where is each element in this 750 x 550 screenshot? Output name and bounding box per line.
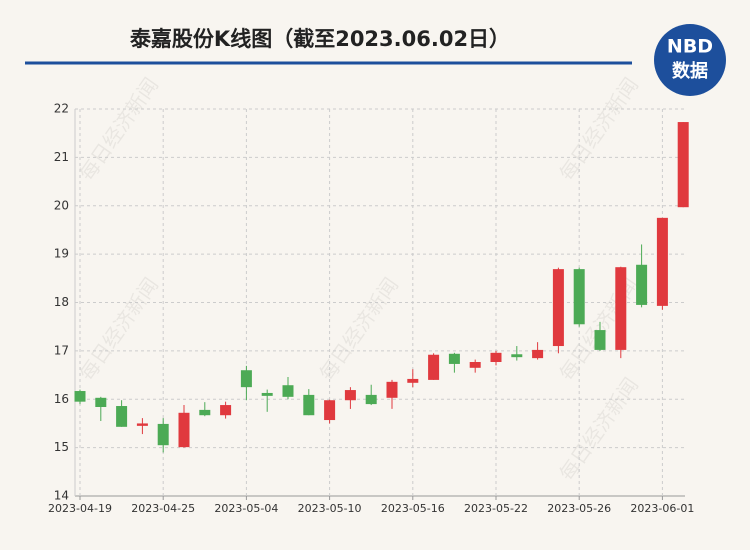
candle-body (199, 409, 211, 416)
candle-body (532, 349, 544, 359)
y-tick-label: 20 (54, 198, 69, 212)
logo-bottom: 数据 (672, 60, 708, 82)
candle-body (573, 269, 585, 325)
logo-top: NBD (667, 36, 713, 58)
candle-body (74, 391, 86, 402)
y-tick-label: 19 (54, 247, 69, 261)
logo (654, 24, 726, 96)
candle-body (303, 394, 315, 416)
candle-body (469, 362, 481, 368)
candle-body (407, 378, 419, 383)
watermark: 每日经济新闻 (75, 273, 163, 385)
candle-body (656, 217, 668, 306)
y-tick-label: 17 (54, 343, 69, 357)
candle-body (511, 354, 523, 358)
x-tick-label: 2023-05-22 (464, 502, 528, 515)
x-tick-label: 2023-05-10 (298, 502, 362, 515)
y-tick-label: 14 (54, 489, 69, 503)
candle-body (95, 397, 107, 407)
x-tick-label: 2023-05-16 (381, 502, 445, 515)
candle-body (282, 385, 294, 397)
chart-title: 泰嘉股份K线图（截至2023.06.02日） (129, 27, 510, 51)
x-tick-label: 2023-05-04 (214, 502, 278, 515)
x-tick-label: 2023-04-19 (48, 502, 112, 515)
y-tick-label: 16 (54, 392, 69, 406)
y-tick-label: 15 (54, 440, 69, 454)
watermark: 每日经济新闻 (75, 73, 163, 185)
candle-body (448, 353, 460, 364)
candle-body (677, 122, 689, 208)
x-tick-label: 2023-04-25 (131, 502, 195, 515)
candle-body (386, 381, 398, 398)
y-tick-label: 21 (54, 150, 69, 164)
watermark: 每日经济新闻 (555, 373, 643, 485)
candle-body (594, 330, 606, 350)
candle-body (116, 406, 128, 427)
x-tick-label: 2023-06-01 (630, 502, 694, 515)
candle-body (552, 269, 564, 347)
candle-body (636, 264, 648, 305)
candle-body (344, 390, 356, 401)
y-tick-label: 22 (54, 102, 69, 116)
candle-body (220, 405, 232, 416)
y-tick-label: 18 (54, 295, 69, 309)
watermark: 每日经济新闻 (555, 73, 643, 185)
candle-body (178, 412, 190, 448)
x-tick-label: 2023-05-26 (547, 502, 611, 515)
candle-body (324, 400, 336, 421)
candle-body (428, 354, 440, 380)
candle-body (490, 352, 502, 363)
candle-body (261, 392, 273, 396)
candle-body (240, 370, 252, 388)
candle-body (615, 267, 627, 350)
watermark: 每日经济新闻 (555, 273, 643, 385)
watermark: 每日经济新闻 (315, 273, 403, 385)
candle-body (157, 423, 169, 446)
candle-body (365, 394, 377, 405)
candle-body (136, 423, 148, 426)
